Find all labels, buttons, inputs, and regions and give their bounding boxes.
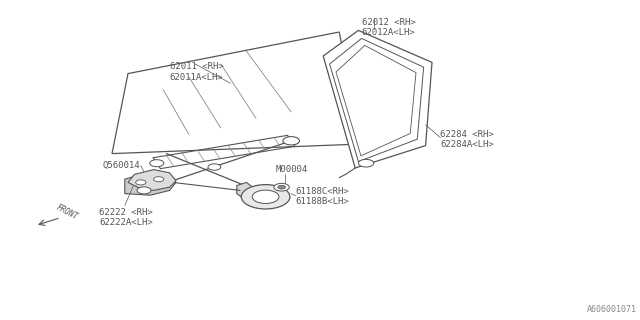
Polygon shape bbox=[336, 45, 416, 156]
Polygon shape bbox=[330, 38, 424, 162]
Text: 62222 <RH>
62222A<LH>: 62222 <RH> 62222A<LH> bbox=[99, 208, 153, 228]
Circle shape bbox=[283, 137, 300, 145]
Circle shape bbox=[252, 190, 279, 204]
Text: 61188C<RH>
61188B<LH>: 61188C<RH> 61188B<LH> bbox=[296, 187, 349, 206]
Text: 62011 <RH>
62011A<LH>: 62011 <RH> 62011A<LH> bbox=[170, 62, 223, 82]
Circle shape bbox=[208, 164, 221, 170]
Circle shape bbox=[137, 187, 151, 194]
Polygon shape bbox=[237, 182, 256, 202]
Polygon shape bbox=[323, 30, 432, 168]
Text: 62284 <RH>
62284A<LH>: 62284 <RH> 62284A<LH> bbox=[440, 130, 494, 149]
Text: M00004: M00004 bbox=[275, 165, 307, 174]
Polygon shape bbox=[125, 173, 176, 195]
Circle shape bbox=[150, 160, 164, 167]
Text: A606001071: A606001071 bbox=[587, 305, 637, 314]
Circle shape bbox=[154, 177, 164, 182]
Text: 62012 <RH>
62012A<LH>: 62012 <RH> 62012A<LH> bbox=[362, 18, 415, 37]
Text: FRONT: FRONT bbox=[54, 203, 79, 221]
Polygon shape bbox=[128, 170, 176, 190]
Circle shape bbox=[241, 185, 290, 209]
Circle shape bbox=[274, 183, 289, 191]
Text: Q560014: Q560014 bbox=[102, 161, 140, 170]
Circle shape bbox=[136, 180, 146, 185]
Circle shape bbox=[278, 185, 285, 189]
Circle shape bbox=[358, 159, 374, 167]
Polygon shape bbox=[112, 32, 362, 154]
